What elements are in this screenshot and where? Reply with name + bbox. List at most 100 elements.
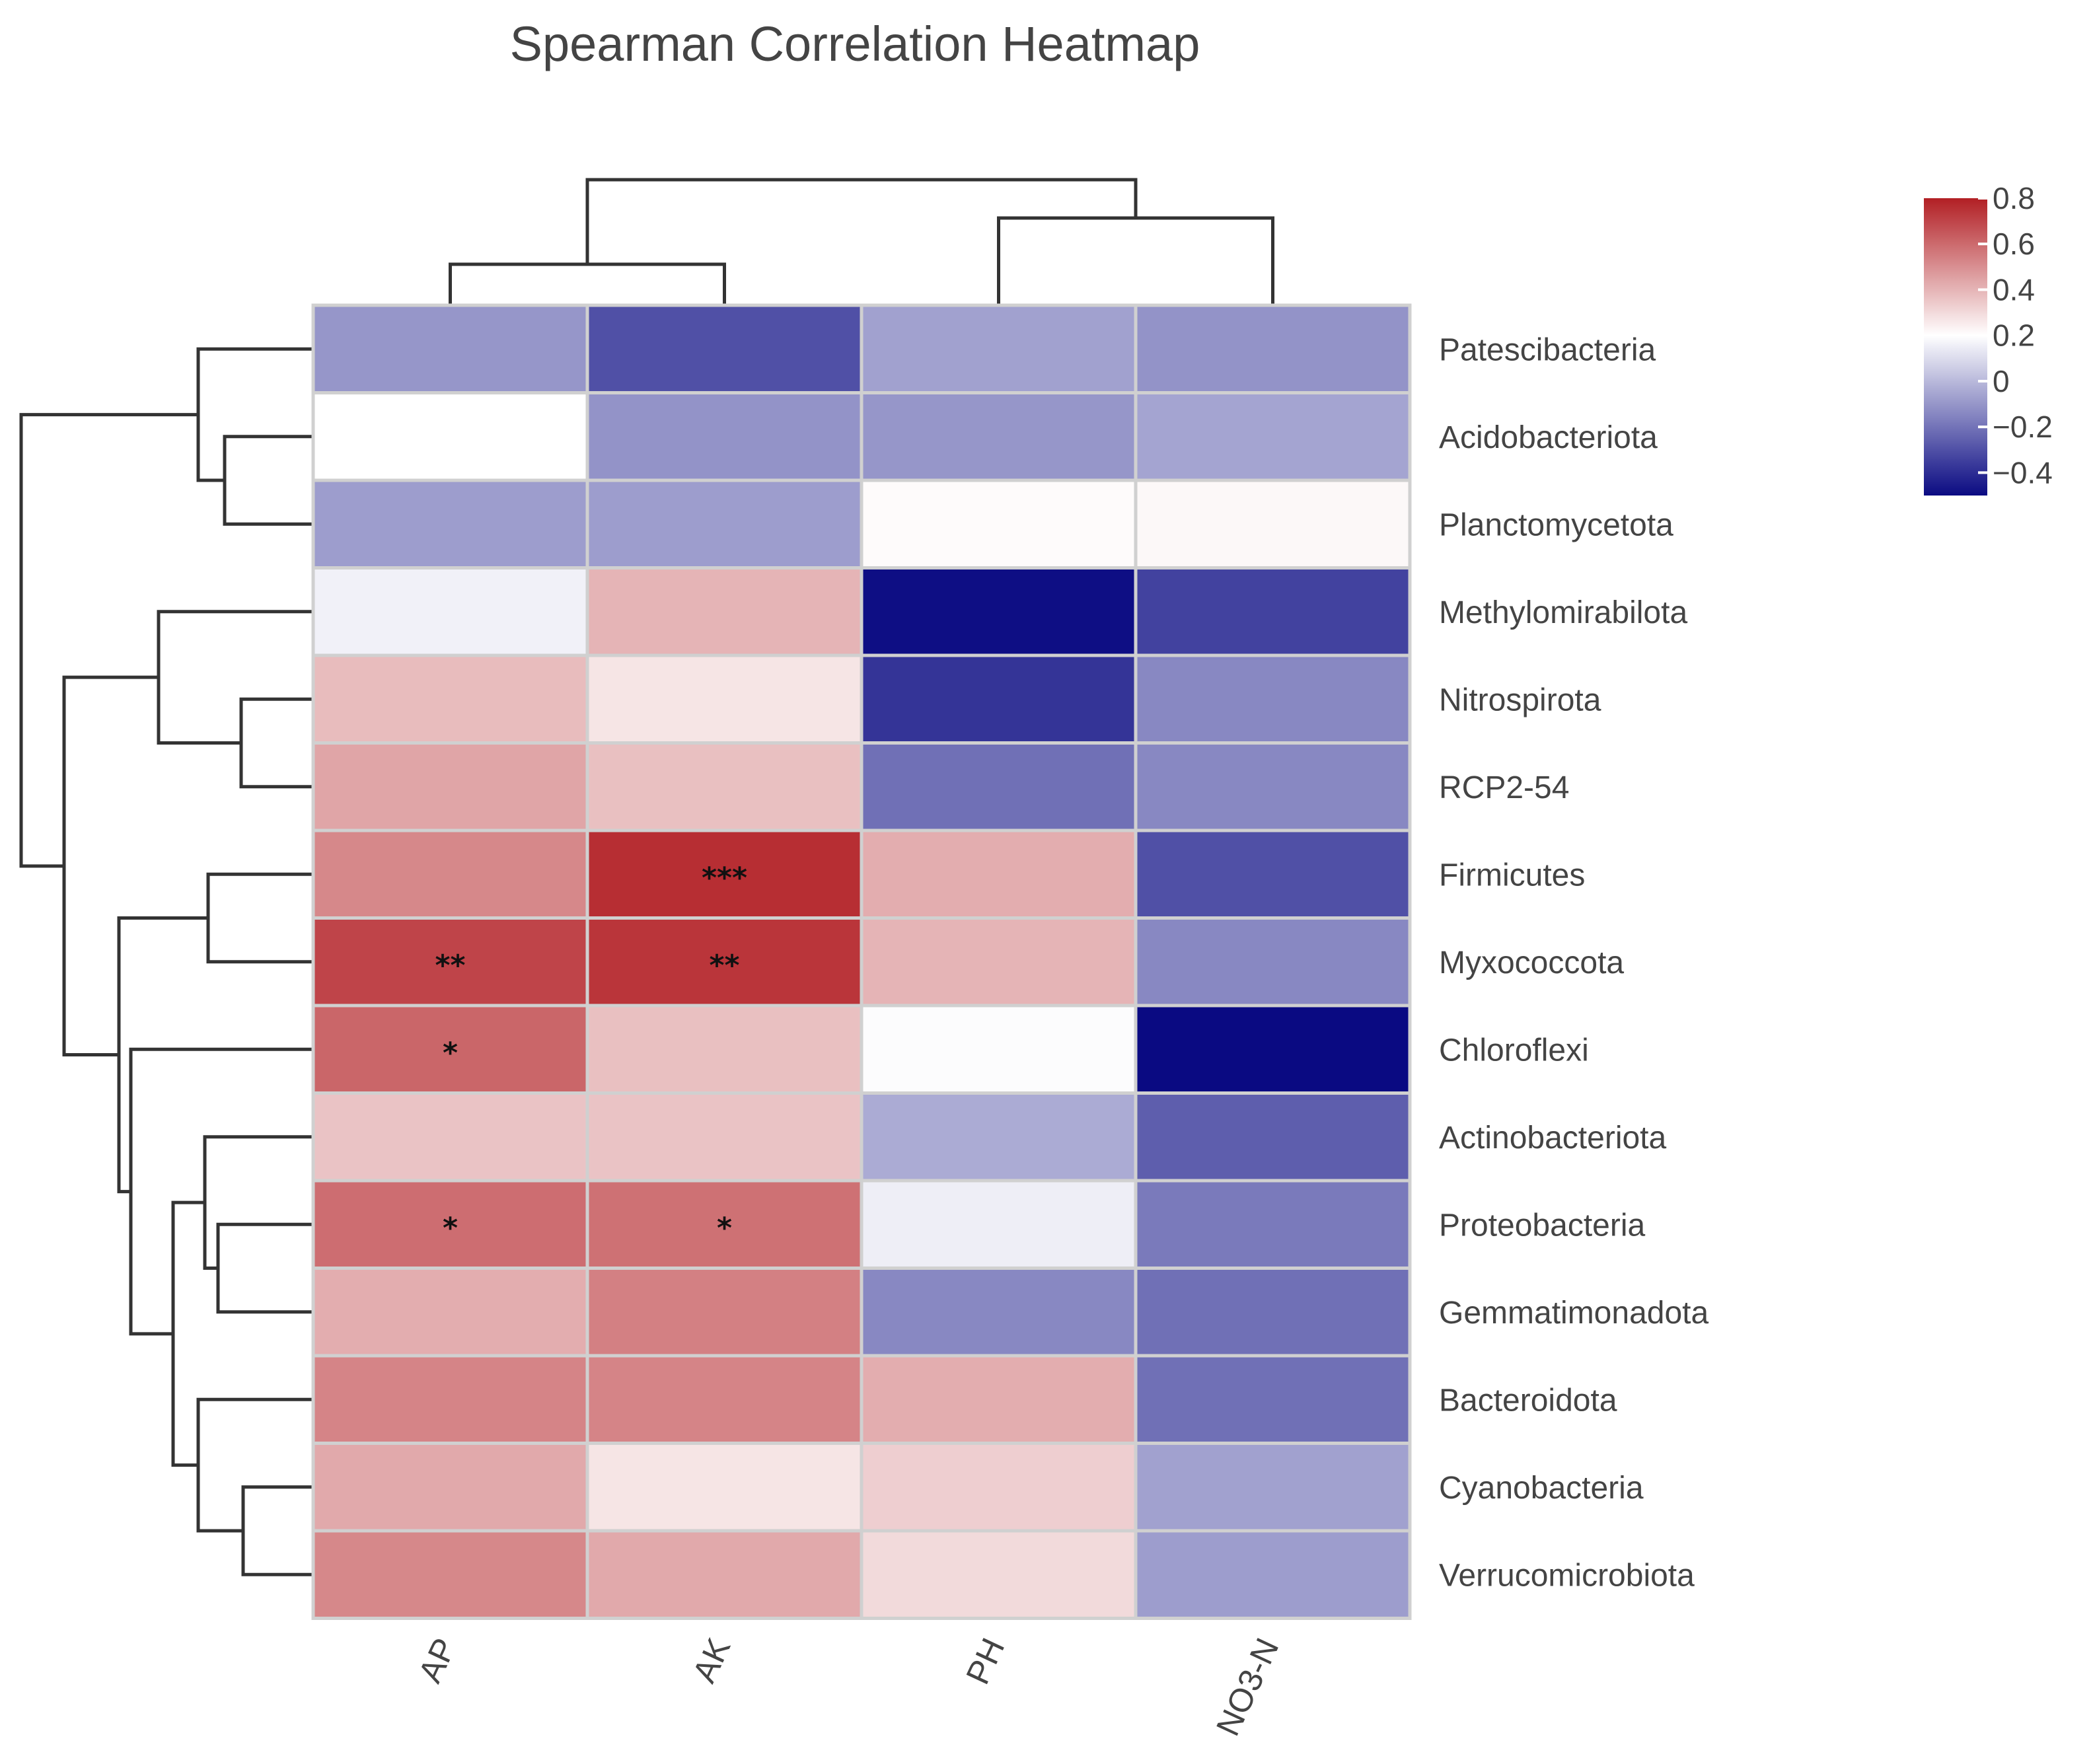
column-label: NO3-N [1209, 1633, 1286, 1742]
dendrogram-branch [223, 435, 313, 526]
heatmap-cell [860, 1529, 1138, 1620]
column-label: AK [686, 1633, 738, 1688]
heatmap-cell [311, 1267, 589, 1358]
heatmap-cell [860, 828, 1138, 920]
dendrogram-branch [196, 1397, 313, 1533]
significance-mark: * [717, 1211, 732, 1245]
row-label: Planctomycetota [1439, 507, 1673, 542]
chart-title: Spearman Correlation Heatmap [510, 17, 1200, 71]
dendrogram-branch [585, 178, 1138, 264]
dendrogram-branch [206, 872, 313, 964]
heatmap-cell [1134, 566, 1412, 657]
colorbar-tick-label: 0 [1993, 364, 2010, 398]
heatmap-cell [1134, 478, 1412, 570]
row-label: Methylomirabilota [1439, 595, 1687, 630]
dendrogram-branch [203, 1135, 313, 1270]
column-dendrogram [449, 178, 1274, 305]
dendrogram-branch [241, 1485, 313, 1576]
heatmap-cell [311, 1442, 589, 1533]
row-label: Myxococcota [1439, 945, 1624, 980]
heatmap-cell [860, 1354, 1138, 1445]
heatmap-cell [311, 303, 589, 394]
heatmap-cell [1134, 1442, 1412, 1533]
heatmap-cell [860, 1179, 1138, 1270]
heatmap-cell [585, 566, 863, 657]
dendrogram-branch [449, 262, 726, 305]
heatmap-cell [585, 741, 863, 832]
row-label: Acidobacteriota [1439, 420, 1658, 455]
significance-mark: ** [435, 949, 465, 982]
dendrogram-branch [157, 610, 313, 745]
heatmap-cell [311, 916, 589, 1008]
row-label: Cyanobacteria [1439, 1471, 1644, 1506]
significance-mark: *** [702, 861, 747, 895]
colorbar-tick-label: 0.4 [1993, 272, 2035, 307]
heatmap-cell [1134, 1091, 1412, 1183]
heatmap-cell [585, 653, 863, 745]
heatmap-cell [311, 741, 589, 832]
heatmap-cell [1134, 1179, 1412, 1270]
heatmap-cell [860, 1091, 1138, 1183]
colorbar-tick-label: −0.2 [1993, 410, 2053, 444]
heatmap-cell [311, 653, 589, 745]
colorbar-tick-label: 0.6 [1993, 227, 2035, 261]
heatmap-cell [1134, 1004, 1412, 1095]
significance-mark: * [443, 1211, 458, 1245]
significance-mark: ** [709, 949, 739, 982]
dendrogram-branch [129, 1047, 313, 1336]
heatmap-cell [585, 1442, 863, 1533]
heatmap-cell [311, 1529, 589, 1620]
heatmap-cell [860, 653, 1138, 745]
row-label: Bacteroidota [1439, 1383, 1617, 1418]
heatmap-cell [1134, 1267, 1412, 1358]
heatmap-cells [311, 303, 1412, 1620]
dendrogram-branch [239, 697, 313, 789]
heatmap-cell [1134, 1354, 1412, 1445]
row-labels: Patescibacteria Acidobacteriota Planctomyc… [1439, 332, 1708, 1593]
heatmap-cell [860, 916, 1138, 1008]
dendrogram-branch [216, 1222, 313, 1314]
row-label: Patescibacteria [1439, 332, 1656, 367]
heatmap-cell [311, 391, 589, 482]
heatmap-cell [311, 1091, 589, 1183]
heatmap-cell [1134, 653, 1412, 745]
heatmap-cell [860, 1267, 1138, 1358]
colorbar-gradient [1924, 198, 1987, 496]
significance-mark: * [443, 1036, 458, 1070]
colorbar-tick-label: −0.4 [1993, 455, 2053, 490]
heatmap-cell [860, 566, 1138, 657]
significance-marks: ***** **** * [435, 861, 747, 1245]
column-label: AP [412, 1633, 464, 1688]
heatmap-cell [311, 828, 589, 920]
dendrogram-branch [997, 216, 1274, 305]
colorbar-tick-label: 0.2 [1993, 318, 2035, 353]
row-label: Chloroflexi [1439, 1033, 1589, 1068]
row-label: Gemmatimonadota [1439, 1296, 1708, 1331]
heatmap-cell [585, 391, 863, 482]
heatmap-cell [1134, 1529, 1412, 1620]
row-label: Verrucomicrobiota [1439, 1558, 1695, 1593]
column-label: PH [959, 1633, 1011, 1690]
heatmap-cell [585, 1267, 863, 1358]
heatmap-cell [1134, 391, 1412, 482]
row-label: Actinobacteriota [1439, 1121, 1667, 1156]
heatmap-cell [585, 1004, 863, 1095]
colorbar-tick-label: 0.8 [1993, 181, 2035, 215]
heatmap-cell [860, 741, 1138, 832]
row-dendrogram [19, 347, 313, 1576]
row-label: Firmicutes [1439, 858, 1585, 893]
heatmap-cell [860, 1004, 1138, 1095]
row-label: Proteobacteria [1439, 1208, 1645, 1243]
dendrogram-branch [62, 675, 159, 1057]
dendrogram-branch [196, 347, 313, 482]
heatmap-cell [860, 478, 1138, 570]
heatmap-cell [585, 478, 863, 570]
heatmap-cell [1134, 828, 1412, 920]
heatmap-cell [860, 391, 1138, 482]
column-labels: AP AK PH NO3-N [412, 1633, 1286, 1742]
dendrogram-branch [171, 1200, 205, 1467]
heatmap-cell [1134, 741, 1412, 832]
row-label: RCP2-54 [1439, 770, 1569, 805]
colorbar-legend: 0.8 0.6 0.4 0.2 0 −0.2 −0.4 [1924, 181, 2053, 496]
